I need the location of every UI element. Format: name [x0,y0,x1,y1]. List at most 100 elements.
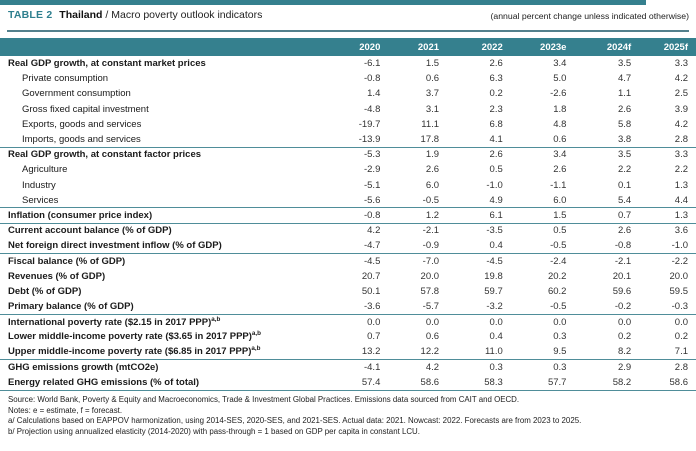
cell-value: 2.9 [617,362,632,374]
table-row: Net foreign direct investment inflow (% … [0,238,696,254]
cell-value: 6.0 [502,192,567,209]
row-label: International poverty rate ($2.15 in 201… [8,315,221,328]
cell-value: 1.8 [553,103,567,115]
cell-value: 11.0 [439,344,503,361]
cell-value: 1.3 [631,207,696,224]
cell-value: 58.6 [380,374,440,391]
cell-value: 1.5 [502,207,567,224]
cell-value: 1.2 [380,207,440,224]
row-label: Inflation (consumer price index) [0,207,334,224]
row-label: Real GDP growth, at constant market pric… [8,58,206,70]
column-header-year: 2024f [566,38,632,56]
cell-value: 11.1 [421,118,440,130]
cell-value: -0.8 [363,73,381,85]
cell-value: 0.7 [367,331,381,343]
table-row: Primary balance (% of GDP) -3.6 -5.7 -3.2 -0… [0,299,696,315]
cell-value: -0.9 [380,238,440,254]
cell-value: 4.8 [553,118,567,130]
cell-value: -2.9 [363,164,381,176]
cell-value: 6.0 [425,179,440,191]
row-label: Government consumption [22,88,131,100]
table-row: Gross fixed capital investment -4.8 3.1 2.3… [0,102,696,117]
row-label: Primary balance (% of GDP) [0,299,334,315]
cell-value: 3.1 [425,103,440,115]
cell-value: 3.3 [674,58,688,70]
column-header-year: 2022 [439,38,503,56]
footnote-marker: a,b [251,345,261,353]
cell-value: -4.7 [333,238,381,254]
cell-value: 3.7 [425,88,440,100]
cell-value: 59.7 [484,285,503,297]
cell-value: 5.8 [617,118,632,130]
cell-value: 20.7 [361,270,381,282]
cell-value: 3.8 [566,131,632,148]
table-row: Services -5.6 -0.5 4.9 6.0 5.4 4.4 [0,192,696,209]
cell-value: 50.1 [361,285,381,297]
table-footnotes: Source: World Bank, Poverty & Equity and… [8,395,690,437]
cell-value: -7.0 [422,255,440,267]
cell-value: 2.2 [617,164,632,176]
cell-value: 3.5 [617,149,632,161]
row-label: Revenues (% of GDP) [8,270,106,282]
cell-value: -2.6 [550,88,567,100]
cell-value: 2.6 [489,149,503,161]
cell-value: 4.2 [674,118,688,130]
cell-value: 0.5 [489,164,503,176]
cell-value: 20.0 [669,270,689,282]
cell-value: 2.8 [631,131,696,148]
row-label: Real GDP growth, at constant factor pric… [8,149,202,161]
cell-value: 0.2 [617,331,632,343]
cell-value: 2.3 [489,103,503,115]
table-row: Exports, goods and services -19.7 11.1 6.8 4… [0,117,696,132]
table-row: Real GDP growth, at constant factor pric… [0,147,696,162]
cell-value: 2.2 [674,164,688,176]
table-row: Industry -5.1 6.0 -1.0 -1.1 0.1 1.3 [0,178,696,193]
cell-value: 4.2 [425,362,440,374]
column-header-empty [0,38,334,56]
cell-value: 58.2 [566,374,632,391]
cell-value: -3.6 [333,299,381,315]
cell-value: -13.9 [333,131,381,148]
macro-poverty-outlook-table: 2020 2021 2022 2023e 2024f 2025f Real GDP gro… [0,38,696,391]
cell-value: -2.1 [422,225,440,237]
cell-value: 6.3 [489,73,503,85]
cell-value: -0.5 [502,238,567,254]
cell-value: 1.4 [367,88,381,100]
cell-value: -5.6 [333,192,381,209]
cell-value: 3.5 [617,58,632,70]
row-label: Debt (% of GDP) [8,285,82,297]
cell-value: 2.6 [553,164,567,176]
cell-value: 3.4 [553,58,567,70]
cell-value: -0.5 [502,299,567,315]
table-row: Upper middle-income poverty rate ($6.85 … [0,344,696,361]
cell-value: 20.2 [547,270,567,282]
cell-value: 0.1 [617,179,632,191]
cell-value: -0.2 [566,299,632,315]
cell-value: 20.1 [612,270,632,282]
cell-value: 4.9 [439,192,503,209]
cell-value: 0.0 [674,316,688,328]
cell-value: 7.1 [631,344,696,361]
table-row: Revenues (% of GDP) 20.7 20.0 19.8 20.2 20.1 2… [0,269,696,284]
table-row: Government consumption 1.4 3.7 0.2 -2.6 1.1 2.… [0,86,696,101]
cell-value: 13.2 [333,344,381,361]
table-row: GHG emissions growth (mtCO2e) -4.1 4.2 0.3 0… [0,360,696,375]
cell-value: 0.3 [489,362,503,374]
row-label: Exports, goods and services [22,118,142,130]
cell-value: 59.6 [612,285,632,297]
row-label: Agriculture [22,164,68,176]
cell-value: 2.6 [617,103,632,115]
cell-value: 5.4 [566,192,632,209]
cell-value: 58.3 [439,374,503,391]
cell-value: 4.7 [617,73,632,85]
cell-value: 9.5 [502,344,567,361]
table-row: Lower middle-income poverty rate ($3.65 … [0,329,696,344]
row-label: Services [0,192,334,209]
cell-value: 0.6 [502,131,567,148]
cell-value: 3.6 [674,225,688,237]
cell-value: 0.0 [489,316,503,328]
cell-value: 1.9 [425,149,440,161]
cell-value: 17.8 [380,131,440,148]
cell-value: 4.1 [439,131,503,148]
cell-value: 0.2 [674,331,688,343]
